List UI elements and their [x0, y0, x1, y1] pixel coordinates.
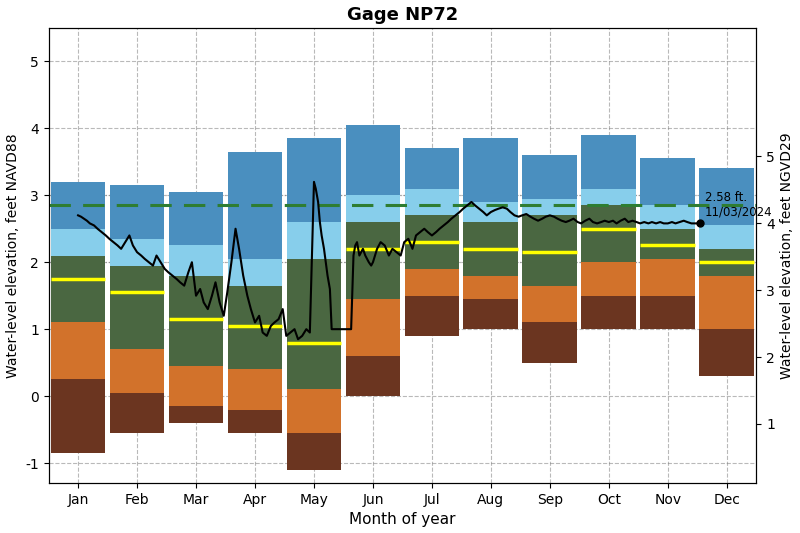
Bar: [699, 225, 754, 249]
Bar: [582, 135, 636, 189]
Bar: [110, 239, 165, 265]
Y-axis label: Water-level elevation, feet NAVD88: Water-level elevation, feet NAVD88: [6, 133, 19, 378]
Bar: [463, 299, 518, 329]
Bar: [110, 185, 165, 239]
Bar: [699, 329, 754, 376]
Bar: [463, 202, 518, 222]
Bar: [522, 286, 578, 322]
Bar: [463, 139, 518, 202]
Bar: [522, 322, 578, 362]
X-axis label: Month of year: Month of year: [349, 512, 456, 528]
Bar: [227, 369, 282, 409]
Bar: [50, 255, 106, 322]
Bar: [286, 222, 342, 259]
Text: 2.58 ft.
11/03/2024: 2.58 ft. 11/03/2024: [705, 191, 773, 219]
Bar: [169, 276, 223, 366]
Bar: [50, 182, 106, 229]
Bar: [227, 409, 282, 433]
Bar: [641, 158, 695, 205]
Bar: [227, 259, 282, 286]
Bar: [50, 322, 106, 379]
Y-axis label: Water-level elevation, feet NGVD29: Water-level elevation, feet NGVD29: [781, 132, 794, 379]
Bar: [405, 269, 459, 296]
Bar: [405, 215, 459, 269]
Bar: [405, 296, 459, 336]
Bar: [582, 296, 636, 329]
Bar: [582, 262, 636, 296]
Bar: [286, 139, 342, 222]
Bar: [522, 199, 578, 215]
Bar: [641, 205, 695, 229]
Bar: [641, 259, 695, 296]
Bar: [582, 189, 636, 205]
Bar: [641, 229, 695, 259]
Bar: [346, 222, 400, 299]
Bar: [463, 222, 518, 276]
Bar: [286, 259, 342, 390]
Bar: [346, 299, 400, 356]
Bar: [522, 215, 578, 286]
Bar: [463, 276, 518, 299]
Bar: [110, 393, 165, 433]
Bar: [169, 406, 223, 423]
Bar: [110, 349, 165, 393]
Bar: [346, 356, 400, 396]
Bar: [286, 433, 342, 470]
Bar: [346, 195, 400, 222]
Bar: [50, 229, 106, 255]
Bar: [227, 152, 282, 259]
Bar: [169, 246, 223, 276]
Bar: [699, 168, 754, 225]
Title: Gage NP72: Gage NP72: [347, 5, 458, 23]
Bar: [50, 379, 106, 453]
Bar: [286, 390, 342, 433]
Bar: [405, 189, 459, 215]
Bar: [522, 155, 578, 199]
Bar: [699, 249, 754, 276]
Bar: [169, 192, 223, 246]
Bar: [405, 148, 459, 189]
Bar: [169, 366, 223, 406]
Bar: [110, 265, 165, 349]
Bar: [641, 296, 695, 329]
Bar: [227, 286, 282, 369]
Bar: [346, 125, 400, 195]
Bar: [582, 205, 636, 262]
Bar: [699, 276, 754, 329]
